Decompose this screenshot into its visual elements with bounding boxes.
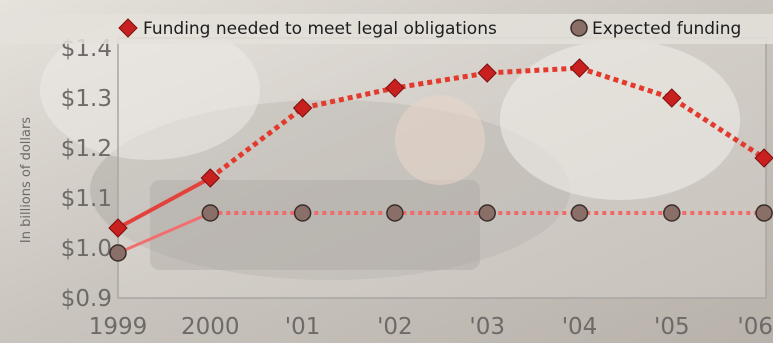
- expected-funding-point: [663, 204, 681, 222]
- legend-expected-marker: [570, 19, 588, 37]
- legend-needed-label: Funding needed to meet legal obligations: [143, 19, 497, 39]
- y-axis-label: In billions of dollars: [19, 117, 34, 243]
- y-tick-label: $1.3: [61, 86, 112, 112]
- y-tick-label: $1.2: [61, 136, 112, 162]
- expected-funding-point: [570, 204, 589, 222]
- expected-funding-point: [201, 204, 220, 222]
- needed-funding-point: [292, 98, 313, 118]
- needed-funding-point: [754, 148, 773, 168]
- expected-funding-point: [478, 204, 496, 222]
- plot-area: [117, 37, 767, 299]
- needed-funding-point: [200, 168, 221, 188]
- y-tick-label: $0.9: [61, 286, 112, 312]
- x-tick-label: '03: [469, 314, 505, 340]
- needed-funding-point: [385, 78, 405, 98]
- y-tick-label: $1.0: [61, 236, 112, 262]
- y-axis: $1.4$1.3$1.2$1.1$1.0$0.9: [61, 36, 112, 312]
- legend-expected-label: Expected funding: [592, 19, 741, 39]
- x-tick-label: '04: [562, 314, 598, 340]
- legend-needed-marker: [118, 18, 138, 38]
- legend: Funding needed to meet legal obligations…: [0, 14, 773, 44]
- needed-funding-point: [569, 58, 590, 78]
- expected-funding-point: [293, 204, 312, 222]
- expected-funding-point: [109, 244, 127, 262]
- x-tick-label: '05: [654, 314, 690, 340]
- needed-funding-point: [477, 63, 497, 83]
- expected-funding-point: [386, 204, 404, 222]
- needed-funding-point: [662, 88, 682, 108]
- x-tick-label: '06: [737, 314, 773, 340]
- expected-funding-line-solid: [117, 211, 211, 255]
- series-lines: [117, 65, 766, 255]
- x-tick-label: '01: [285, 314, 321, 340]
- x-tick-label: 2000: [181, 314, 240, 340]
- y-tick-label: $1.1: [61, 186, 112, 212]
- x-tick-label: 1999: [89, 314, 148, 340]
- needed-funding-line-solid: [117, 176, 212, 230]
- x-tick-label: '02: [377, 314, 413, 340]
- expected-funding-point: [755, 204, 773, 222]
- x-axis: 1999 2000 '01 '02 '03 '04 '05 '06: [89, 314, 773, 340]
- needed-funding-point: [108, 218, 128, 238]
- series-markers: [108, 58, 773, 262]
